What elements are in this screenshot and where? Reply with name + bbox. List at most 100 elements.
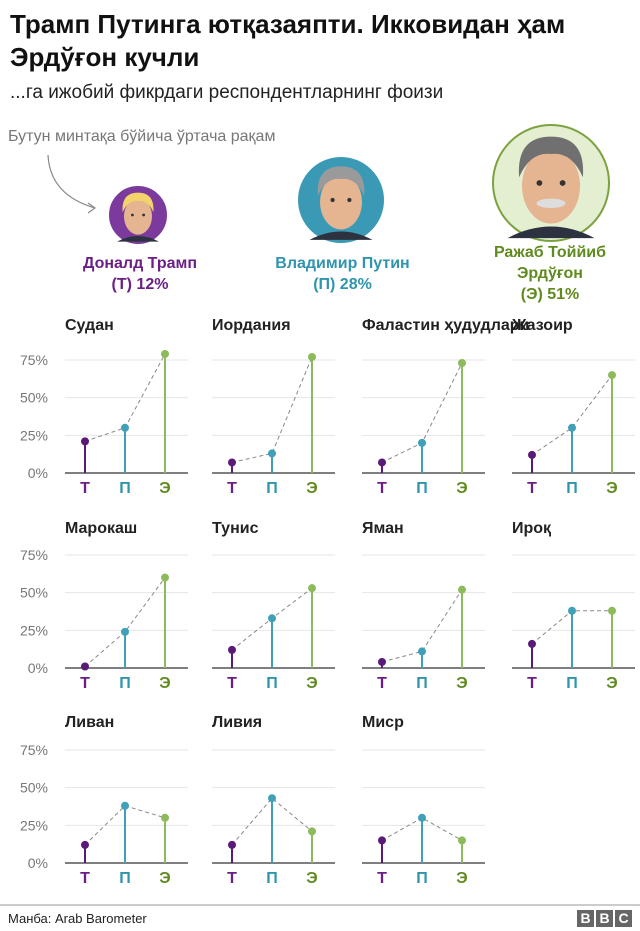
x-tick-label: Э [456, 480, 467, 497]
portrait-putin [298, 157, 384, 243]
x-tick-label: П [266, 675, 278, 692]
x-tick-label: Э [306, 870, 317, 887]
candidate-name: Владимир Путин [275, 255, 410, 272]
panel-title: Яман [362, 520, 404, 537]
data-point [378, 836, 386, 845]
data-point [378, 458, 386, 467]
panel-4: Марокаш 0% 25% 50% 75% Т П Э [20, 520, 188, 692]
y-tick-label: 50% [20, 780, 48, 796]
data-point [121, 627, 129, 636]
chart-title: Трамп Путинга ютқазаяпти. Икковидан ҳам … [10, 9, 566, 72]
x-tick-label: Э [456, 870, 467, 887]
eye [536, 180, 543, 186]
data-point [608, 606, 616, 615]
eye [559, 180, 566, 186]
x-tick-label: Э [606, 480, 617, 497]
y-tick-label: 75% [20, 742, 48, 758]
data-point [308, 827, 316, 836]
y-tick-label: 25% [20, 622, 48, 638]
data-point [458, 585, 466, 594]
x-tick-label: Т [80, 480, 90, 497]
candidate-name: Доналд Трамп [82, 255, 198, 272]
footer-divider [0, 904, 640, 906]
candidate-average: (Э) 51% [520, 286, 580, 303]
data-point [81, 840, 89, 849]
x-tick-label: П [119, 480, 131, 497]
data-point [121, 801, 129, 810]
x-tick-label: Э [306, 675, 317, 692]
eye [330, 197, 335, 203]
candidate-average: (П) 28% [313, 276, 372, 293]
x-tick-label: П [566, 675, 578, 692]
suit [507, 226, 595, 239]
y-tick-label: 50% [20, 390, 48, 406]
panel-8: Ливан 0% 25% 50% 75% Т П Э [20, 714, 188, 887]
data-point [228, 458, 236, 467]
suit [309, 231, 373, 240]
panel-title: Жазоир [511, 317, 573, 334]
x-tick-label: Т [527, 675, 537, 692]
data-point [418, 813, 426, 822]
data-point [228, 840, 236, 849]
x-tick-label: Э [606, 675, 617, 692]
suit [117, 236, 159, 242]
y-tick-label: 25% [20, 817, 48, 833]
x-tick-label: П [119, 675, 131, 692]
x-tick-label: Э [159, 675, 170, 692]
y-tick-label: 25% [20, 427, 48, 443]
annotation-arrow [47, 154, 96, 209]
data-point [161, 573, 169, 582]
x-tick-label: Т [377, 870, 387, 887]
x-tick-label: Т [80, 870, 90, 887]
panel-5: Тунис Т П Э [212, 520, 335, 692]
panel-title: Судан [65, 317, 114, 334]
x-tick-label: Э [456, 675, 467, 692]
data-point [458, 359, 466, 368]
x-tick-label: П [266, 870, 278, 887]
x-tick-label: Э [159, 870, 170, 887]
eye [131, 213, 134, 217]
y-tick-label: 50% [20, 585, 48, 601]
x-tick-label: П [266, 480, 278, 497]
annotation: Бутун минтақа бўйича ўртача рақам [8, 128, 276, 145]
candidate-name-1: Ражаб Тоййиб [493, 244, 607, 261]
data-point [418, 438, 426, 447]
candidate-putin: Владимир Путин (П) 28% [255, 253, 430, 295]
y-tick-label: 0% [28, 660, 48, 676]
hair [518, 136, 584, 178]
x-tick-label: П [416, 675, 428, 692]
panel-title: Миср [362, 714, 404, 731]
x-tick-label: Э [159, 480, 170, 497]
arrow-head [87, 202, 97, 214]
panel-10: Миср Т П Э [362, 714, 485, 887]
x-tick-label: П [416, 480, 428, 497]
face [522, 148, 580, 224]
data-point [161, 349, 169, 358]
data-point [568, 423, 576, 432]
chart-subtitle: ...га ижобий фикрдаги респондентларнинг … [10, 82, 444, 103]
panel-title: Тунис [212, 520, 259, 537]
panel-2: Фаластин ҳудудлари Т П Э [362, 317, 529, 497]
data-point [608, 371, 616, 380]
source-text: Манба: Arab Barometer [8, 911, 147, 926]
panel-1: Иордания Т П Э [212, 317, 335, 497]
data-point [418, 647, 426, 656]
connector-line [531, 374, 613, 456]
x-tick-label: Т [80, 675, 90, 692]
hair [122, 192, 154, 213]
data-point [161, 813, 169, 822]
data-point [268, 794, 276, 803]
panel-title: Ироқ [512, 520, 552, 537]
x-tick-label: П [119, 870, 131, 887]
x-tick-label: Т [527, 480, 537, 497]
x-tick-label: П [566, 480, 578, 497]
panel-7: Ироқ Т П Э [512, 520, 635, 692]
data-point [568, 606, 576, 615]
face [124, 198, 152, 235]
panel-9: Ливия Т П Э [212, 714, 335, 887]
data-point [81, 437, 89, 446]
data-point [308, 584, 316, 593]
y-tick-label: 75% [20, 547, 48, 563]
face [320, 174, 362, 230]
